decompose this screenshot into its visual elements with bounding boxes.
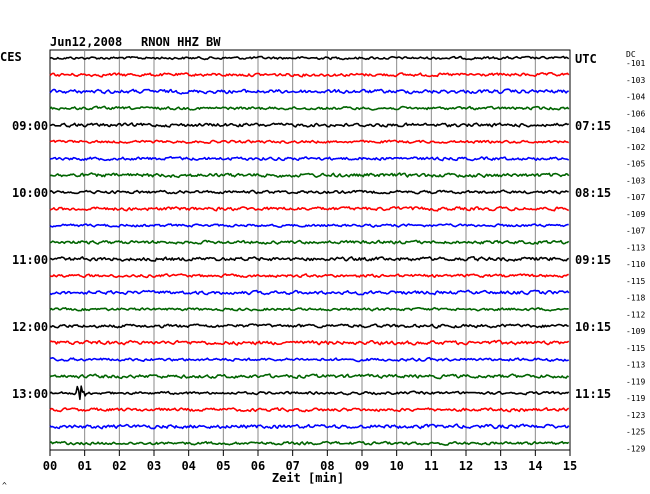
x-tick-label: 08 [320,459,334,473]
header-station: RNON HHZ BW [141,35,221,49]
grid-lines [49,49,571,456]
dc-offset-label: -106 [626,109,645,118]
dc-offset-label: -109 [626,210,645,219]
trace-5 [49,122,570,128]
x-tick-label: 03 [147,459,161,473]
dc-offset-label: -125 [626,428,645,437]
trace-3 [49,88,569,95]
header-date: Jun12,2008 [50,35,122,49]
dc-offset-label: -107 [626,193,645,202]
left-timezone: CES [0,50,22,64]
trace-6 [49,139,570,144]
dc-offset-label: -101 [626,59,645,68]
trace-23 [49,423,570,430]
dc-offset-label: -110 [626,260,645,269]
x-tick-label: 13 [493,459,507,473]
left-time-label: 11:00 [12,253,48,267]
trace-22 [49,407,570,413]
x-tick-label: 12 [459,459,473,473]
trace-11 [49,223,569,228]
dc-offset-label: -105 [626,160,645,169]
right-time-label: 07:15 [575,119,611,133]
x-tick-label: 01 [77,459,91,473]
right-time-label: 08:15 [575,186,611,200]
trace-17 [49,323,569,329]
traces [49,55,570,446]
right-time-label: UTC [575,52,597,66]
dc-offset-label: -104 [626,93,645,102]
trace-15 [49,289,570,296]
x-tick-label: 06 [251,459,265,473]
trace-7 [49,156,570,162]
dc-offset-label: -113 [626,243,645,252]
trace-16 [49,306,569,312]
trace-12 [49,239,570,245]
dc-offset-label: -107 [626,227,645,236]
right-time-label: 10:15 [575,320,611,334]
left-time-label: 09:00 [12,119,48,133]
trace-8 [49,172,570,179]
dc-offset-label: -104 [626,126,645,135]
dc-offset-label: -129 [626,444,645,453]
trace-1 [49,55,570,61]
x-tick-label: 15 [563,459,577,473]
trace-4 [49,105,570,111]
x-tick-label: 11 [424,459,438,473]
dc-offset-label: -118 [626,294,645,303]
x-axis-label: Zeit [min] [272,471,344,485]
trace-21 [49,385,570,401]
dc-offset-label: -115 [626,277,645,286]
dc-offset-label: -119 [626,394,645,403]
x-tick-label: 02 [112,459,126,473]
dc-offset-label: -103 [626,176,645,185]
labels: 00 01 02 03 04 05 06 07 08 09 10 11 12 13 14 15 Zeit [mi… [0,35,645,490]
dc-offset-label: -112 [626,310,645,319]
right-time-label: 11:15 [575,387,611,401]
trace-10 [49,206,570,212]
trace-14 [49,273,569,279]
dc-offset-label: -102 [626,143,645,152]
dc-offset-label: -103 [626,76,645,85]
trace-13 [49,256,570,262]
left-time-label: 10:00 [12,186,48,200]
x-tick-label: 04 [181,459,195,473]
x-tick-label: 05 [216,459,230,473]
trace-24 [49,440,570,446]
plot-frame [49,49,571,451]
trace-9 [49,189,569,195]
x-tick-label: 14 [528,459,542,473]
dc-offset-label: -109 [626,327,645,336]
footnote-mark: ^ [2,481,7,490]
x-tick-label: 09 [355,459,369,473]
trace-2 [49,72,570,78]
dc-header: DC [626,50,636,59]
trace-19 [49,356,569,363]
x-tick-label: 00 [43,459,57,473]
dc-offset-label: -113 [626,361,645,370]
dc-offset-label: -119 [626,377,645,386]
x-tick-label: 10 [389,459,403,473]
right-time-label: 09:15 [575,253,611,267]
dc-offset-label: -115 [626,344,645,353]
left-time-label: 13:00 [12,387,48,401]
trace-20 [49,373,570,380]
x-tick-label: 07 [285,459,299,473]
dc-offset-label: -123 [626,411,645,420]
trace-18 [49,339,570,346]
left-time-label: 12:00 [12,320,48,334]
